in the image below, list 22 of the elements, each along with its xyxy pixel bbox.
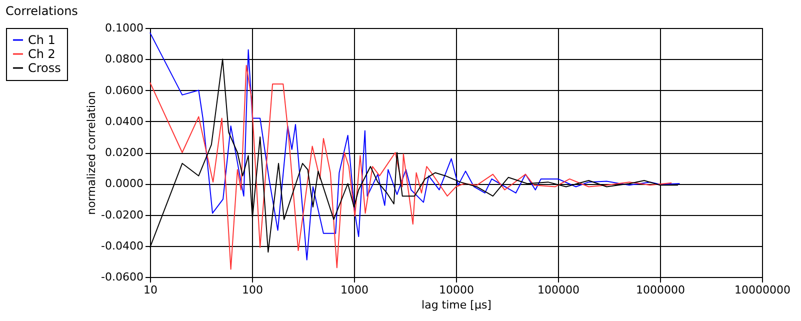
- x-tick-label: 100000: [538, 284, 580, 296]
- x-tick-label: 10000000: [734, 284, 790, 296]
- y-axis-title: normalized correlation: [85, 91, 98, 215]
- legend-label: Cross: [28, 61, 61, 75]
- x-tick-label: 1000: [340, 284, 368, 296]
- y-tick-label: -0.0200: [101, 208, 144, 222]
- x-tick-label: 100: [242, 284, 263, 296]
- text: Correlations: [6, 4, 78, 18]
- y-tick-label: 0.0800: [105, 52, 144, 66]
- x-axis-title: lag time [µs]: [422, 298, 492, 312]
- legend-label: Ch 2: [28, 47, 56, 61]
- y-tick-label: 0.1000: [105, 22, 144, 34]
- y-tick-label: 0.0200: [105, 146, 144, 159]
- y-tick-label: 0.0600: [105, 84, 144, 97]
- y-tick-label: -0.0600: [101, 270, 144, 284]
- legend-label: Ch 1: [28, 33, 56, 47]
- x-tick-label: 1000000: [636, 284, 685, 296]
- y-tick-label: 0.0400: [105, 114, 144, 128]
- x-tick-label: 10: [144, 284, 158, 296]
- y-tick-label: -0.0400: [101, 239, 144, 252]
- y-tick-label: 0.0000: [105, 177, 144, 190]
- x-tick-label: 10000: [439, 284, 474, 296]
